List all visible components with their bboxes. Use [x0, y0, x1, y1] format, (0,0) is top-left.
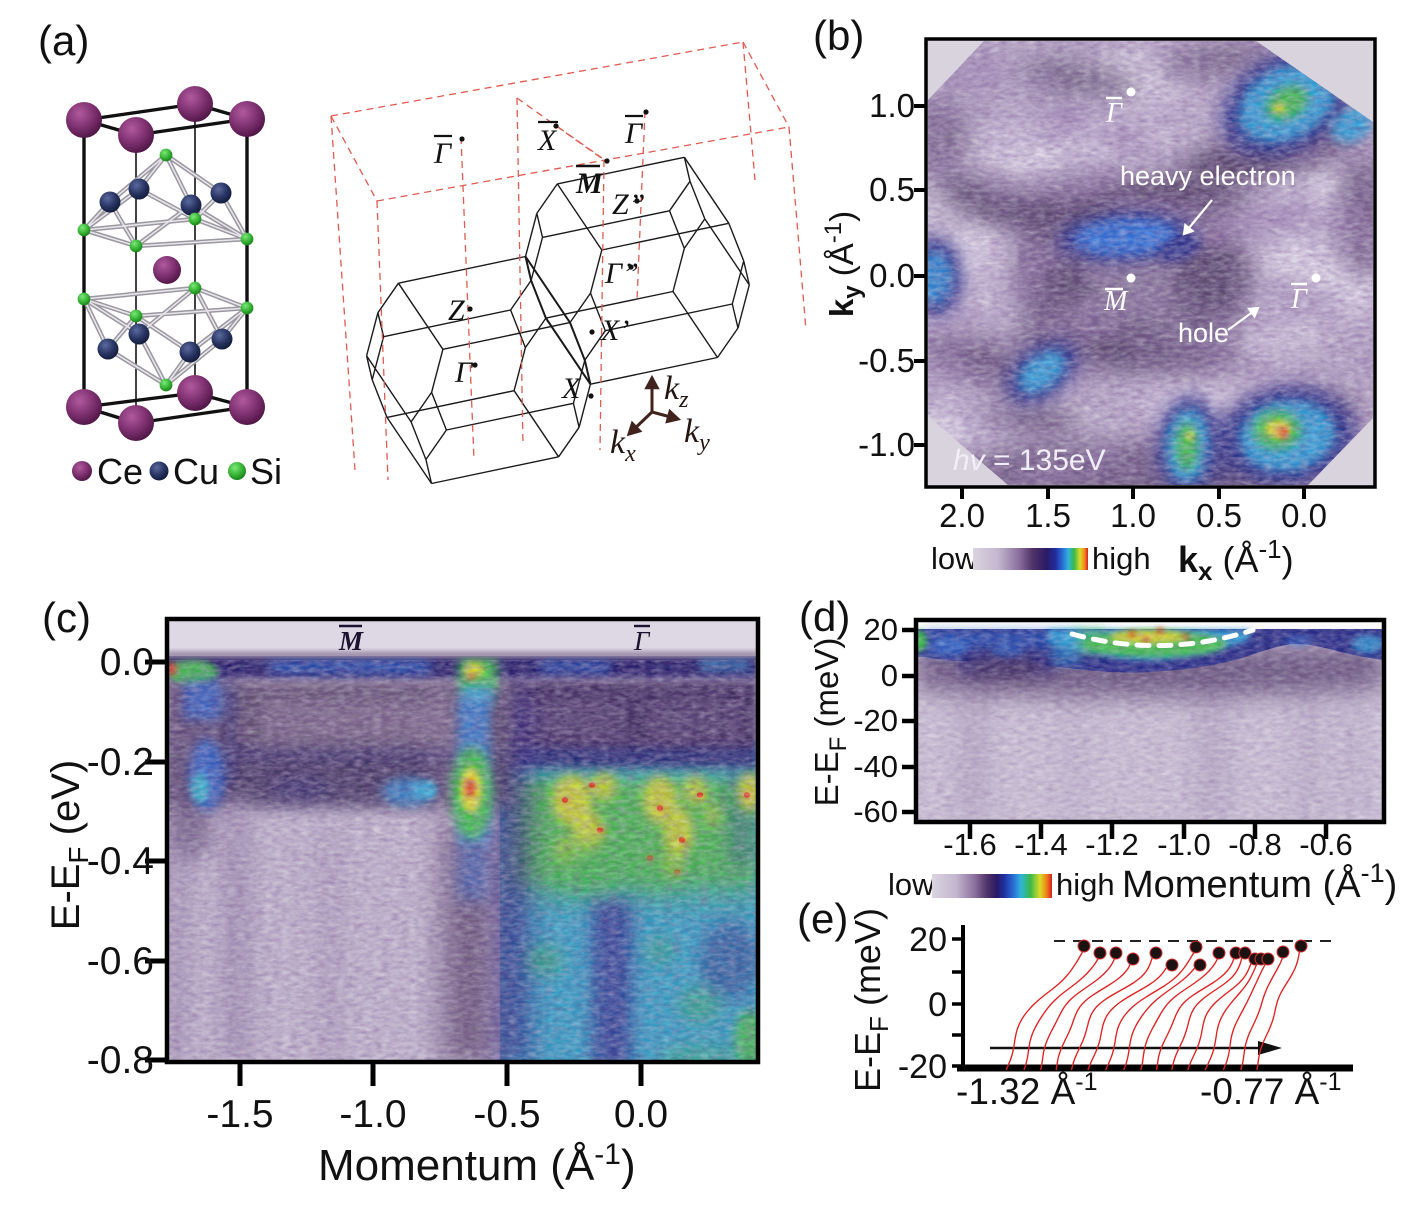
svg-text:-1.0: -1.0 [1157, 827, 1210, 862]
svg-text:0.0: 0.0 [869, 257, 915, 294]
svg-text:-1.4: -1.4 [1014, 827, 1067, 862]
svg-text:-1.0: -1.0 [339, 1093, 406, 1136]
svg-text:X: X [537, 124, 558, 157]
svg-text:Momentum (Å-1): Momentum (Å-1) [1122, 858, 1397, 906]
svg-text:Γ”: Γ” [604, 257, 639, 290]
svg-text:kz: kz [664, 370, 689, 413]
svg-text:ky (Å-1): ky (Å-1) [820, 211, 866, 317]
svg-text:Γ: Γ [433, 137, 453, 170]
svg-text:Cu: Cu [173, 451, 219, 492]
svg-text:(d): (d) [799, 593, 850, 640]
svg-text:-0.6: -0.6 [1299, 827, 1352, 862]
svg-text:-20: -20 [853, 703, 898, 738]
svg-text:Z”: Z” [612, 188, 645, 221]
svg-text:0.0: 0.0 [614, 1093, 668, 1136]
svg-text:-1.6: -1.6 [943, 827, 996, 862]
svg-text:-1.5: -1.5 [206, 1093, 273, 1136]
svg-text:E-EF (meV): E-EF (meV) [847, 908, 894, 1092]
svg-text:-40: -40 [853, 749, 898, 784]
svg-text:0: 0 [881, 658, 898, 693]
svg-text:-0.5: -0.5 [858, 342, 915, 379]
svg-text:M: M [575, 167, 604, 200]
svg-text:Γ: Γ [624, 117, 644, 150]
svg-text:M: M [338, 626, 364, 656]
svg-text:E-EF (meV): E-EF (meV) [808, 638, 852, 807]
svg-text:E-EF (eV): E-EF (eV) [44, 760, 94, 930]
svg-text:Momentum (Å-1): Momentum (Å-1) [318, 1138, 636, 1190]
svg-text:0.5: 0.5 [1196, 497, 1242, 534]
svg-text:hv = 135eV: hv = 135eV [953, 444, 1106, 477]
svg-text:0: 0 [928, 986, 947, 1024]
svg-text:1.0: 1.0 [869, 87, 915, 124]
svg-text:Γ: Γ [633, 626, 651, 656]
svg-text:low: low [888, 867, 935, 902]
svg-text:M: M [1103, 286, 1129, 317]
svg-text:Γ: Γ [1290, 284, 1308, 315]
svg-text:Si: Si [250, 451, 282, 492]
svg-text:(a): (a) [38, 17, 89, 64]
svg-text:Z: Z [448, 294, 465, 327]
svg-text:-60: -60 [853, 794, 898, 829]
svg-text:(b): (b) [813, 12, 864, 59]
svg-text:-0.8: -0.8 [87, 1039, 154, 1082]
svg-text:low: low [931, 541, 978, 576]
svg-text:Γ: Γ [1105, 98, 1123, 129]
svg-text:kx (Å-1): kx (Å-1) [1178, 534, 1294, 586]
svg-text:-1.2: -1.2 [1085, 827, 1138, 862]
svg-text:-20: -20 [898, 1048, 947, 1086]
svg-text:ky: ky [684, 413, 710, 456]
svg-text:-0.4: -0.4 [87, 840, 154, 883]
svg-text:-1.0: -1.0 [858, 426, 915, 463]
svg-text:hole: hole [1178, 318, 1229, 348]
svg-text:-0.6: -0.6 [87, 940, 154, 983]
svg-text:20: 20 [909, 921, 947, 959]
svg-text:X: X [561, 372, 582, 405]
svg-text:high: high [1056, 867, 1115, 902]
svg-text:1.0: 1.0 [1110, 497, 1156, 534]
svg-text:heavy electron: heavy electron [1120, 161, 1296, 191]
svg-text:-0.5: -0.5 [473, 1093, 540, 1136]
svg-text:(c): (c) [42, 594, 91, 641]
svg-text:-1.32 Å-1: -1.32 Å-1 [956, 1068, 1098, 1112]
svg-text:-0.2: -0.2 [87, 741, 154, 784]
svg-text:20: 20 [864, 612, 898, 647]
svg-text:Γ: Γ [454, 356, 474, 389]
svg-text:0.0: 0.0 [100, 641, 154, 684]
svg-text:-0.8: -0.8 [1228, 827, 1281, 862]
svg-text:0.5: 0.5 [869, 171, 915, 208]
svg-text:Ce: Ce [97, 451, 143, 492]
svg-text:X’: X’ [600, 314, 629, 347]
svg-text:high: high [1092, 541, 1151, 576]
svg-text:2.0: 2.0 [939, 497, 985, 534]
svg-text:-0.77 Å-1: -0.77 Å-1 [1200, 1068, 1342, 1112]
svg-text:0.0: 0.0 [1281, 497, 1327, 534]
svg-text:1.5: 1.5 [1025, 497, 1071, 534]
svg-text:(e): (e) [797, 895, 848, 942]
